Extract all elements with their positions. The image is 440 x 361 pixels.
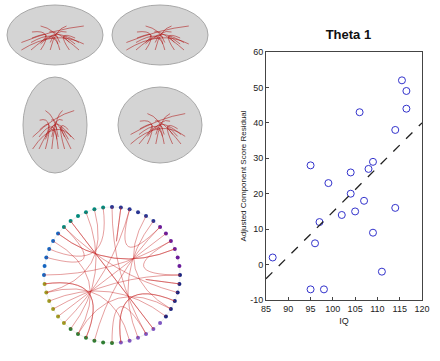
- svg-text:105: 105: [348, 304, 363, 314]
- svg-text:100: 100: [325, 304, 340, 314]
- svg-text:85: 85: [261, 304, 271, 314]
- svg-text:50: 50: [253, 83, 263, 93]
- svg-text:115: 115: [393, 304, 407, 314]
- svg-text:IQ: IQ: [339, 316, 349, 326]
- svg-text:Adjusted Component Score Resid: Adjusted Component Score Residual: [239, 110, 248, 241]
- svg-text:95: 95: [306, 304, 316, 314]
- svg-text:Theta 1: Theta 1: [326, 27, 372, 42]
- svg-text:20: 20: [253, 189, 263, 199]
- svg-text:-10: -10: [250, 295, 263, 305]
- svg-text:120: 120: [414, 304, 429, 314]
- svg-text:10: 10: [253, 224, 263, 234]
- svg-text:0: 0: [258, 260, 263, 270]
- svg-text:110: 110: [370, 304, 384, 314]
- svg-text:60: 60: [253, 47, 263, 57]
- svg-text:30: 30: [253, 153, 263, 163]
- svg-text:90: 90: [283, 304, 293, 314]
- svg-text:40: 40: [253, 118, 263, 128]
